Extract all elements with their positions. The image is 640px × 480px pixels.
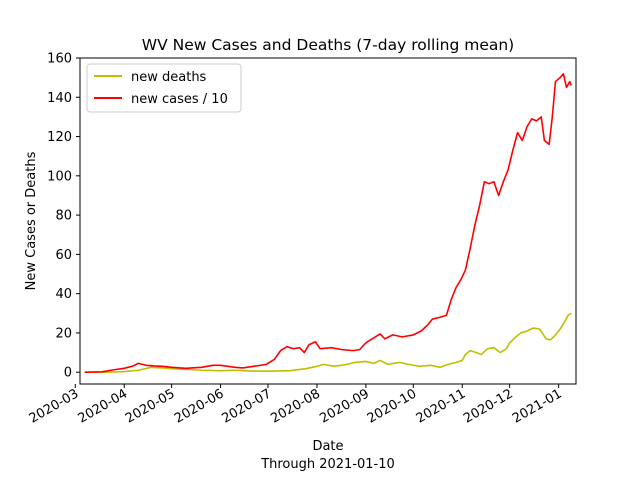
x-axis-sublabel: Through 2021-01-10 (260, 457, 395, 472)
y-tick-label: 100 (47, 169, 72, 184)
y-tick-label: 0 (64, 366, 72, 381)
legend: new deaths new cases / 10 (86, 63, 242, 113)
y-axis: 0 20 40 60 80 100 120 140 160 (47, 52, 80, 381)
y-tick-label: 120 (47, 130, 72, 145)
chart-title: WV New Cases and Deaths (7-day rolling m… (142, 36, 514, 54)
x-axis-label: Date (312, 439, 343, 454)
legend-label-new-cases: new cases / 10 (131, 92, 228, 107)
y-tick-label: 40 (55, 287, 72, 302)
series-line-new-deaths (84, 312, 572, 374)
y-tick-label: 80 (55, 209, 72, 224)
series-line-new-cases-10 (84, 72, 573, 374)
legend-box (86, 63, 242, 113)
series-layer (84, 72, 573, 374)
legend-label-new-deaths: new deaths (131, 70, 207, 85)
y-tick-label: 60 (55, 248, 72, 263)
y-tick-label: 140 (47, 91, 72, 106)
plot-frame (79, 57, 577, 385)
y-tick-label: 20 (55, 326, 72, 341)
y-axis-label: New Cases or Deaths (24, 151, 39, 290)
y-tick-label: 160 (47, 52, 72, 67)
